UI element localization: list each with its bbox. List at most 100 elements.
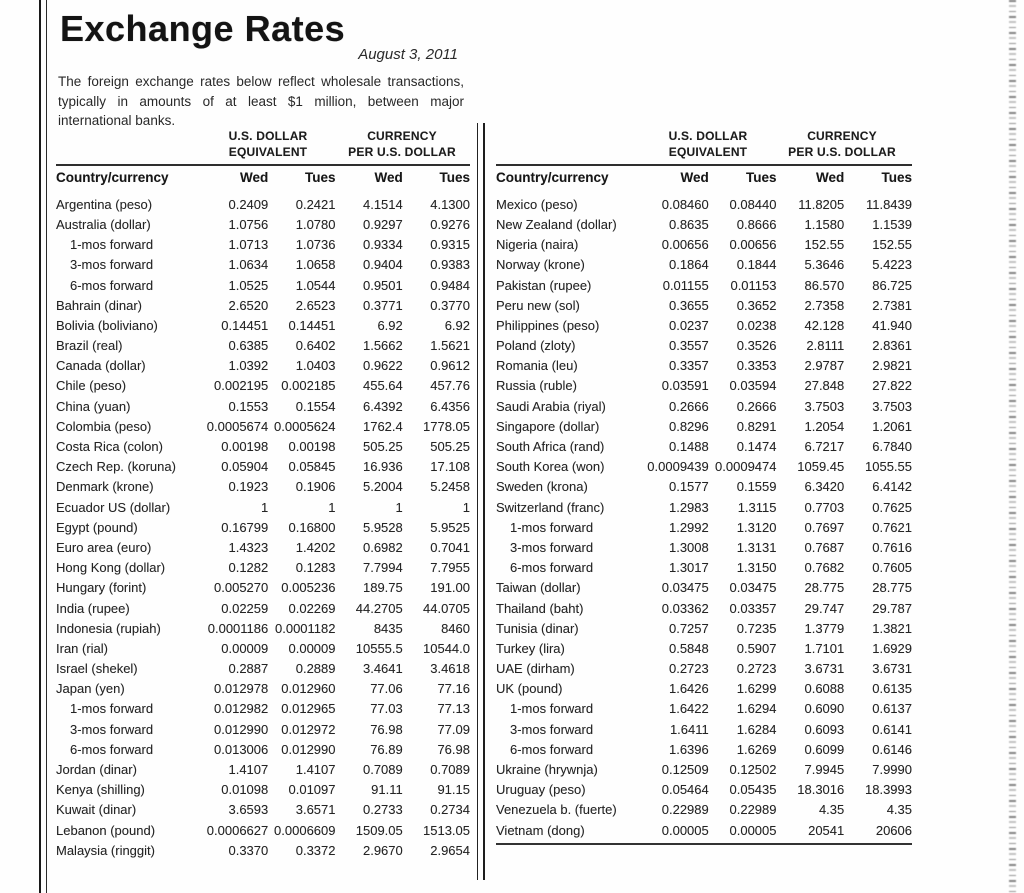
rate-cell: 0.05904: [221, 459, 269, 475]
rate-cell: 20606: [875, 822, 912, 838]
rate-cell: 0.03594: [729, 378, 777, 394]
table-rows-right: Mexico (peso) 0.08460 0.08440 11.8205 11.843…: [496, 194, 912, 840]
country-cell: Singapore (dollar): [496, 418, 600, 434]
rate-cell: 2.8111: [806, 338, 845, 354]
country-cell: Euro area (euro): [56, 539, 152, 555]
table-row: 3-mos forward 0.012990 0.012972 76.98 77.09: [56, 719, 470, 739]
col-header-wed-usd: Wed: [680, 170, 709, 186]
table-row: Switzerland (franc) 1.2983 1.3115 0.7703 0.7…: [496, 497, 912, 517]
rate-cell: 1.1580: [804, 216, 845, 232]
country-cell: Poland (zloty): [496, 338, 576, 354]
rate-cell: 0.9404: [362, 257, 403, 273]
rate-cell: 77.06: [370, 681, 403, 697]
rate-cell: 0.3771: [362, 297, 403, 313]
country-cell: 6-mos forward: [70, 277, 154, 293]
rate-cell: 3.4618: [430, 661, 470, 677]
exchange-table-left: U.S. DOLLAR EQUIVALENT CURRENCY PER U.S.…: [56, 129, 470, 860]
country-cell: Uruguay (peso): [496, 782, 586, 798]
rate-cell: 0.2723: [736, 661, 777, 677]
rate-cell: 20541: [808, 822, 845, 838]
rate-cell: 0.8635: [668, 216, 709, 232]
table-row: Romania (leu) 0.3357 0.3353 2.9787 2.9821: [496, 356, 912, 376]
rate-cell: 1.4202: [295, 539, 336, 555]
rate-cell: 0.2666: [736, 398, 777, 414]
table-row: Ecuador US (dollar) 1 1 1 1: [56, 497, 470, 517]
rate-cell: 1.3150: [736, 560, 777, 576]
rate-cell: 0.08460: [661, 196, 709, 212]
rate-cell: 0.012972: [281, 721, 336, 737]
rate-cell: 6.92: [444, 317, 470, 333]
rate-cell: 1.3115: [737, 499, 777, 515]
left-page-rule: [39, 0, 47, 893]
rate-cell: 0.16800: [288, 519, 336, 535]
rate-cell: 18.3016: [797, 782, 845, 798]
table-row: Jordan (dinar) 1.4107 1.4107 0.7089 0.7089: [56, 759, 470, 779]
rate-cell: 0.0006627: [206, 822, 269, 838]
rate-cell: 0.22989: [729, 802, 777, 818]
rate-cell: 1.0392: [228, 358, 269, 374]
rate-cell: 1.0525: [228, 277, 269, 293]
rate-cell: 0.05435: [729, 782, 777, 798]
rate-cell: 0.6088: [804, 681, 845, 697]
rate-cell: 0.9612: [430, 358, 470, 374]
rate-cell: 1.2054: [804, 418, 845, 434]
country-cell: Ecuador US (dollar): [56, 499, 171, 515]
rate-cell: 0.012960: [281, 681, 336, 697]
rate-cell: 0.0009474: [715, 459, 777, 475]
rate-cell: 1.0780: [295, 216, 336, 232]
rate-cell: 0.9334: [362, 237, 403, 253]
rate-cell: 4.35: [818, 802, 845, 818]
rate-cell: 4.1514: [362, 196, 403, 212]
rate-cell: 0.8291: [736, 418, 777, 434]
country-cell: Chile (peso): [56, 378, 127, 394]
country-cell: Israel (shekel): [56, 661, 138, 677]
country-cell: Bahrain (dinar): [56, 297, 142, 313]
rate-cell: 0.9383: [430, 257, 470, 273]
table-row: Peru new (sol) 0.3655 0.3652 2.7358 2.7381: [496, 295, 912, 315]
rate-cell: 1.5621: [430, 338, 470, 354]
country-cell: Hungary (forint): [56, 580, 147, 596]
table-row: South Korea (won) 0.0009439 0.0009474 1059.…: [496, 457, 912, 477]
rate-cell: 7.9990: [872, 762, 912, 778]
rate-cell: 0.01098: [221, 782, 269, 798]
table-row: New Zealand (dollar) 0.8635 0.8666 1.1580 1.…: [496, 214, 912, 234]
country-cell: Saudi Arabia (riyal): [496, 398, 606, 414]
rate-cell: 505.25: [362, 439, 403, 455]
rate-cell: 76.98: [437, 741, 470, 757]
table-row: 1-mos forward 0.012982 0.012965 77.03 77.13: [56, 699, 470, 719]
rate-cell: 0.2889: [295, 661, 336, 677]
rate-cell: 1778.05: [423, 418, 470, 434]
rate-cell: 457.76: [430, 378, 470, 394]
country-cell: 3-mos forward: [510, 539, 594, 555]
rate-cell: 0.1864: [668, 257, 709, 273]
rate-cell: 0.002195: [214, 378, 269, 394]
rate-cell: 0.03591: [661, 378, 709, 394]
country-cell: 1-mos forward: [510, 519, 594, 535]
rate-cell: 27.822: [872, 378, 912, 394]
rate-cell: 27.848: [804, 378, 845, 394]
table-row: Pakistan (rupee) 0.01155 0.01153 86.570 86.7…: [496, 275, 912, 295]
rate-cell: 0.1474: [736, 439, 777, 455]
rate-cell: 0.012965: [281, 701, 336, 717]
rate-cell: 152.55: [872, 237, 912, 253]
rate-cell: 1.0756: [228, 216, 269, 232]
rate-cell: 42.128: [804, 317, 845, 333]
rate-cell: 0.3357: [668, 358, 709, 374]
rate-cell: 0.7703: [804, 499, 845, 515]
country-cell: Indonesia (rupiah): [56, 620, 161, 636]
table-row: Bahrain (dinar) 2.6520 2.6523 0.3771 0.3770: [56, 295, 470, 315]
table-row: Czech Rep. (koruna) 0.05904 0.05845 16.936 1…: [56, 457, 470, 477]
country-cell: Japan (yen): [56, 681, 125, 697]
table-row: Ukraine (hrywnja) 0.12509 0.12502 7.9945 7.9…: [496, 759, 912, 779]
rate-cell: 86.725: [872, 277, 912, 293]
col-header-wed-per: Wed: [374, 170, 403, 186]
country-cell: Switzerland (franc): [496, 499, 605, 515]
country-cell: Jordan (dinar): [56, 762, 137, 778]
rate-cell: 0.02259: [221, 600, 269, 616]
rate-cell: 3.6593: [228, 802, 269, 818]
rate-cell: 0.00198: [221, 439, 269, 455]
rate-cell: 1.0634: [228, 257, 269, 273]
table-row: Sweden (krona) 0.1577 0.1559 6.3420 6.4142: [496, 477, 912, 497]
rate-cell: 1.3779: [804, 620, 845, 636]
country-cell: Kenya (shilling): [56, 782, 145, 798]
